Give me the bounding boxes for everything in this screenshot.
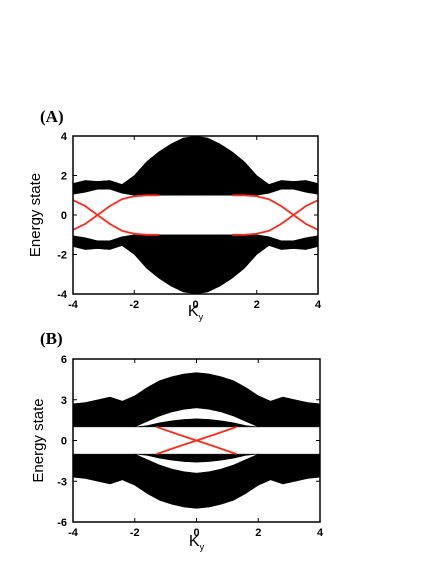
panel-b-edge-states	[156, 426, 237, 455]
panel-b-y-axis-label: Energy state	[30, 398, 47, 482]
band-lower_cap	[134, 453, 259, 463]
panel-a-x-axis-label: Ky	[188, 303, 204, 322]
y-tick-label: -6	[57, 517, 67, 529]
panel-a-x-axis-label-main: K	[188, 303, 199, 320]
y-tick-label: 4	[61, 131, 68, 143]
panel-b-x-axis-label-main: K	[189, 533, 200, 550]
y-tick-label: 2	[61, 171, 67, 183]
y-tick-label: 0	[61, 210, 67, 222]
x-tick-label: 4	[317, 527, 324, 539]
panel-a-bands	[72, 135, 319, 295]
x-tick-label: 0	[192, 299, 198, 311]
panel-b-ticks: -4 -2 0 2 4 -6 -3 0 3 6	[57, 354, 324, 539]
x-tick-label: -4	[68, 299, 79, 311]
edge-state-line-4	[232, 199, 319, 236]
edge-state-line-3	[232, 194, 319, 231]
panel-a-ticks: -4 -2 0 2 4 -4 -2 0 2 4	[57, 131, 322, 311]
band-upper	[72, 135, 319, 196]
edge-state-line-2	[72, 199, 159, 236]
panel-a-x-axis-label-sub: y	[199, 312, 204, 322]
panel-b-label: (B)	[40, 329, 63, 348]
edge-state-line-1	[72, 194, 159, 231]
x-tick-label: -4	[68, 527, 79, 539]
panel-b: (B) -4 -2 0 2 4 -6 -3 0 3 6 Energy state Ky	[30, 329, 324, 552]
x-tick-label: 2	[255, 527, 261, 539]
band-lower	[72, 234, 319, 295]
y-tick-label: -3	[57, 476, 67, 488]
y-tick-label: 6	[61, 354, 67, 366]
x-tick-label: 2	[254, 299, 260, 311]
y-tick-label: 0	[61, 436, 67, 448]
panel-b-x-axis-label-sub: y	[200, 542, 205, 552]
edge-state-line-2	[156, 426, 237, 455]
x-tick-label: -2	[129, 299, 139, 311]
panel-a: (A) -4 -2 0 2 4 -4 -2 0 2 4 Energy state Ky	[27, 107, 322, 322]
x-tick-label: 0	[193, 527, 199, 539]
y-tick-label: -2	[57, 250, 67, 262]
y-tick-label: -4	[57, 289, 68, 301]
panel-a-label: (A)	[40, 107, 64, 126]
y-tick-label: 3	[61, 395, 67, 407]
band-upper_cap	[134, 418, 259, 428]
panel-a-edge-states	[72, 194, 319, 236]
panel-a-y-axis-label: Energy state	[27, 173, 44, 257]
x-tick-label: -2	[130, 527, 140, 539]
panel-b-x-axis-label: Ky	[189, 533, 205, 552]
x-tick-label: 4	[315, 299, 322, 311]
